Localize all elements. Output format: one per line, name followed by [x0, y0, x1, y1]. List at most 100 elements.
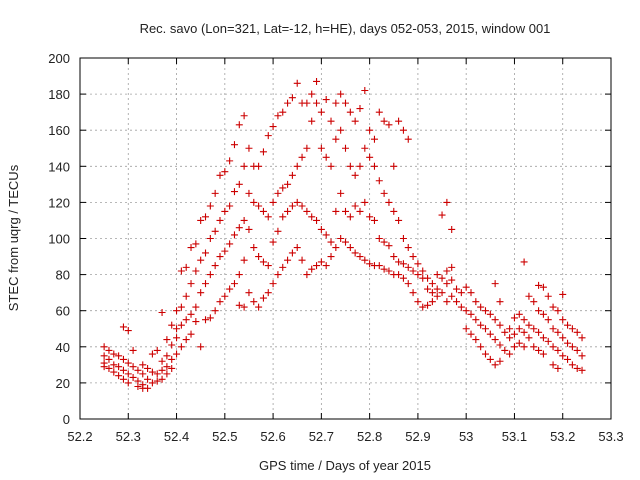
data-point [187, 244, 195, 252]
data-point [443, 280, 451, 288]
data-point [520, 258, 528, 266]
data-point [288, 202, 296, 210]
data-point [496, 321, 504, 329]
data-point [274, 227, 282, 235]
y-tick-label: 120 [48, 195, 70, 210]
data-point [245, 225, 253, 233]
x-tick-label: 52.4 [164, 429, 189, 444]
data-point [424, 301, 432, 309]
data-point [414, 271, 422, 279]
data-point [530, 325, 538, 333]
data-point [124, 379, 132, 387]
data-point [327, 253, 335, 261]
data-point [539, 350, 547, 358]
data-point [259, 207, 267, 215]
data-point [356, 105, 364, 113]
data-point [356, 162, 364, 170]
data-point [578, 366, 586, 374]
data-point [148, 368, 156, 376]
data-point [515, 325, 523, 333]
data-point [158, 357, 166, 365]
data-point [221, 207, 229, 215]
data-point [259, 258, 267, 266]
data-point [168, 321, 176, 329]
data-point [549, 343, 557, 351]
data-point [342, 207, 349, 215]
data-point [264, 262, 272, 270]
data-point [129, 346, 137, 354]
data-point [568, 361, 576, 369]
data-point [182, 292, 190, 300]
data-point [173, 334, 181, 342]
data-point [559, 352, 567, 360]
data-point [472, 336, 480, 344]
data-point [144, 364, 152, 372]
data-point [226, 285, 234, 293]
data-point [549, 325, 557, 333]
data-point [230, 280, 238, 288]
data-point [288, 249, 296, 257]
y-axis-label: STEC from uqrg / TECUs [6, 164, 21, 311]
data-point [399, 274, 407, 282]
data-point [342, 99, 349, 107]
data-point [337, 126, 345, 134]
data-point [491, 316, 499, 324]
data-point [375, 108, 383, 116]
data-point [433, 271, 441, 279]
data-point [361, 198, 369, 206]
data-point [192, 318, 200, 326]
data-point [313, 99, 321, 107]
data-point [250, 298, 258, 306]
data-point [554, 307, 562, 315]
data-point [317, 225, 325, 233]
data-point [279, 213, 287, 221]
data-point [163, 370, 171, 378]
data-point [197, 256, 205, 264]
data-point [370, 135, 378, 143]
data-point [274, 189, 282, 197]
data-point [385, 121, 393, 129]
data-point [443, 298, 451, 306]
data-point [559, 334, 567, 342]
data-point [399, 126, 407, 134]
data-point [240, 112, 248, 120]
data-point [506, 350, 514, 358]
data-point [284, 256, 292, 264]
data-point [202, 249, 210, 257]
data-point [342, 144, 349, 152]
grid-lines [80, 58, 611, 419]
data-point [163, 336, 171, 344]
data-point [100, 343, 108, 351]
data-point [134, 366, 142, 374]
data-point [351, 117, 359, 125]
data-point [187, 330, 195, 338]
data-point [539, 334, 547, 342]
data-point [148, 379, 156, 387]
data-point [356, 253, 364, 261]
data-point [182, 336, 190, 344]
data-point [486, 310, 494, 318]
data-point [245, 289, 253, 297]
data-point [259, 294, 267, 302]
data-point [438, 289, 446, 297]
data-point [510, 330, 518, 338]
data-point [264, 132, 272, 140]
data-point [211, 307, 219, 315]
y-tick-label: 160 [48, 123, 70, 138]
data-point [457, 289, 465, 297]
data-point [235, 224, 243, 232]
data-point [346, 213, 354, 221]
data-point [168, 355, 176, 363]
x-tick-label: 52.6 [260, 429, 285, 444]
data-point [462, 307, 470, 315]
data-point [177, 343, 185, 351]
data-point [419, 303, 427, 311]
data-point [235, 271, 243, 279]
data-point [303, 99, 311, 107]
data-point [390, 207, 398, 215]
data-point [573, 364, 581, 372]
y-tick-label: 200 [48, 51, 70, 66]
data-point [119, 366, 127, 374]
x-tick-label: 52.5 [212, 429, 237, 444]
data-point [448, 276, 456, 284]
